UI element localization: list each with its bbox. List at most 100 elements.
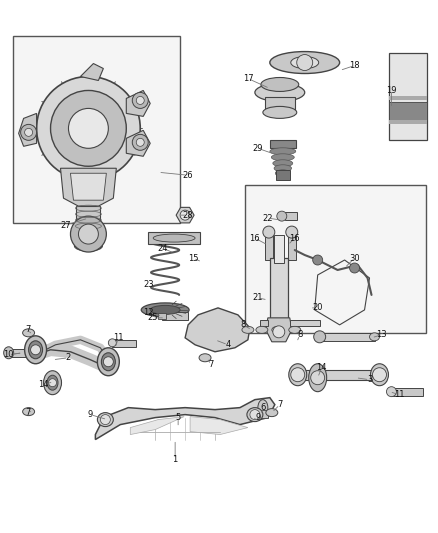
Ellipse shape — [289, 364, 307, 386]
Ellipse shape — [266, 409, 278, 417]
Ellipse shape — [108, 339, 117, 347]
Bar — [288, 232, 296, 260]
Text: 11: 11 — [394, 390, 405, 399]
Bar — [13, 36, 180, 223]
Bar — [389, 102, 427, 120]
Bar — [260, 320, 268, 326]
Text: 11: 11 — [113, 333, 124, 342]
Text: 19: 19 — [386, 86, 397, 95]
Text: 9: 9 — [88, 410, 93, 419]
Circle shape — [180, 210, 190, 220]
Bar — [320, 333, 374, 341]
Ellipse shape — [273, 160, 293, 167]
Ellipse shape — [370, 333, 379, 341]
Ellipse shape — [23, 329, 35, 337]
Bar — [298, 370, 379, 379]
Bar — [270, 140, 296, 148]
Circle shape — [136, 139, 144, 147]
Text: 20: 20 — [312, 303, 323, 312]
Ellipse shape — [23, 408, 35, 416]
Text: 7: 7 — [208, 360, 214, 369]
Circle shape — [372, 368, 386, 382]
Circle shape — [49, 379, 57, 386]
Bar — [389, 96, 427, 100]
Polygon shape — [126, 91, 150, 116]
Circle shape — [136, 96, 144, 104]
Text: 1: 1 — [173, 455, 178, 464]
Circle shape — [25, 128, 32, 136]
Text: 27: 27 — [60, 221, 71, 230]
Text: 26: 26 — [183, 171, 194, 180]
Text: 23: 23 — [143, 280, 154, 289]
Polygon shape — [60, 168, 117, 206]
Ellipse shape — [247, 408, 263, 422]
Circle shape — [50, 91, 126, 166]
Circle shape — [350, 263, 360, 273]
Circle shape — [291, 368, 305, 382]
Polygon shape — [176, 207, 194, 223]
Ellipse shape — [256, 326, 268, 333]
Polygon shape — [190, 417, 248, 434]
Ellipse shape — [74, 241, 102, 251]
Circle shape — [37, 77, 140, 180]
Bar — [285, 212, 297, 220]
Text: 16: 16 — [290, 233, 300, 243]
Text: 9: 9 — [255, 413, 261, 422]
Text: 14: 14 — [316, 363, 327, 372]
Text: 13: 13 — [376, 330, 387, 340]
Text: 24: 24 — [157, 244, 167, 253]
Polygon shape — [130, 417, 184, 434]
Circle shape — [21, 124, 37, 140]
Circle shape — [71, 216, 106, 252]
Ellipse shape — [43, 371, 61, 394]
Bar — [270, 258, 288, 318]
Text: 29: 29 — [253, 144, 263, 153]
Polygon shape — [19, 114, 37, 147]
Circle shape — [273, 326, 285, 338]
Ellipse shape — [97, 348, 119, 376]
Ellipse shape — [291, 56, 319, 69]
Circle shape — [78, 224, 99, 244]
Text: 16: 16 — [250, 233, 260, 243]
Text: 30: 30 — [349, 254, 360, 263]
Bar — [9, 349, 37, 357]
Ellipse shape — [270, 52, 339, 74]
Text: 6: 6 — [260, 403, 265, 412]
Ellipse shape — [261, 77, 299, 92]
Bar — [245, 185, 426, 333]
Circle shape — [68, 108, 108, 148]
Ellipse shape — [4, 347, 14, 359]
Text: 15: 15 — [188, 254, 198, 263]
Text: 8: 8 — [240, 320, 246, 329]
Ellipse shape — [309, 364, 327, 392]
Text: 5: 5 — [176, 413, 181, 422]
Ellipse shape — [274, 165, 292, 172]
Ellipse shape — [242, 326, 254, 333]
Bar — [290, 320, 320, 326]
Text: 4: 4 — [225, 340, 230, 349]
Text: 7: 7 — [25, 408, 30, 417]
Ellipse shape — [150, 305, 180, 314]
Bar — [162, 312, 188, 320]
Text: 18: 18 — [349, 61, 360, 70]
Bar — [258, 410, 268, 417]
Text: 21: 21 — [253, 294, 263, 302]
Ellipse shape — [25, 336, 46, 364]
Bar — [276, 170, 290, 180]
Ellipse shape — [371, 364, 389, 386]
Ellipse shape — [255, 84, 305, 101]
Ellipse shape — [276, 169, 290, 177]
Text: 7: 7 — [277, 400, 283, 409]
Bar — [77, 206, 100, 234]
Ellipse shape — [47, 375, 58, 390]
Text: 7: 7 — [25, 325, 30, 334]
Ellipse shape — [263, 107, 297, 118]
Ellipse shape — [271, 154, 294, 161]
Polygon shape — [185, 308, 250, 352]
Circle shape — [250, 410, 260, 419]
Circle shape — [132, 134, 148, 150]
Bar — [389, 120, 427, 124]
Bar — [265, 232, 273, 260]
Circle shape — [31, 345, 41, 355]
Ellipse shape — [258, 400, 268, 416]
